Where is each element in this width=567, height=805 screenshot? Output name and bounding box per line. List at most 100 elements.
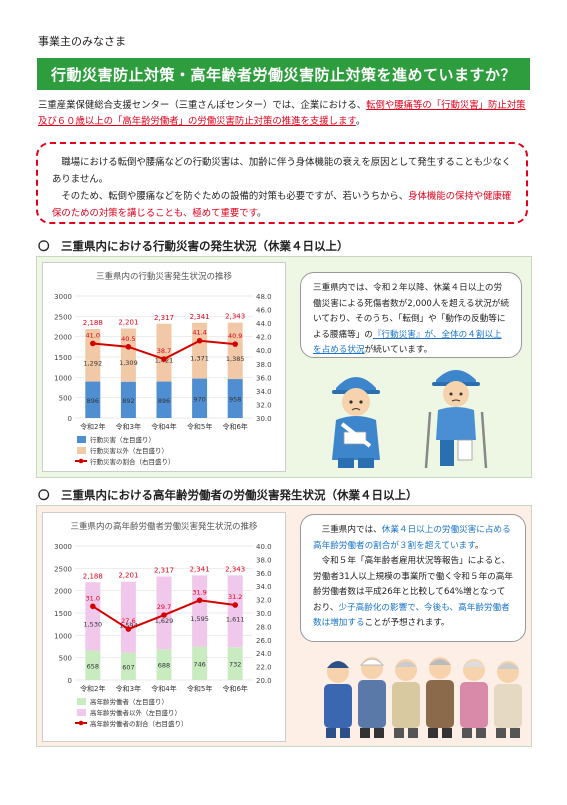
- chart-2: 三重県内の高年齢労働者労働災害発生状況の推移 0 500 1000 1500 2000 25…: [54, 521, 272, 728]
- y2-tick-label: 24.0: [256, 650, 272, 658]
- bar-upper-label: 1,371: [190, 355, 209, 363]
- bar-lower-label: 970: [193, 395, 205, 403]
- bar-lower: [227, 647, 243, 680]
- bar-lower-label: 732: [229, 661, 241, 669]
- legend-swatch: [77, 698, 86, 705]
- section-1-callout: 三重県内では、令和２年以降、休業４日以上の労働災害による死傷者数が2,000人を…: [300, 272, 522, 358]
- worker-crutches-figure: [424, 370, 488, 469]
- ratio-label: 41.0: [86, 331, 100, 339]
- ratio-point: [161, 356, 167, 362]
- y-tick-label: 2000: [54, 588, 72, 596]
- x-tick-label: 令和5年: [187, 422, 212, 431]
- bar-upper: [192, 575, 208, 647]
- bar-lower: [156, 649, 172, 680]
- bar-upper-label: 1,385: [226, 355, 245, 363]
- notice-emphasis: 身体機能の保持や健康確保のための対策を講じることも、極めて重要です: [52, 191, 512, 219]
- total-label: 2,188: [83, 572, 103, 580]
- bar-upper-label: 1,611: [226, 615, 245, 623]
- x-tick-label: 令和4年: [151, 422, 176, 431]
- y2-tick-label: 36.0: [256, 570, 272, 578]
- worker-group-figures: [324, 657, 522, 738]
- section-2-title: 〇 三重県内における高年齢労働者の労働災害発生状況（休業４日以上）: [38, 488, 418, 502]
- intro-emphasis: 転倒や腰痛等の「行動災害」防止対策及び６０歳以上の「高年齢労働者」の労働災害防止…: [38, 100, 526, 127]
- y-tick-label: 3000: [54, 293, 72, 301]
- ratio-label: 40.9: [228, 332, 242, 340]
- legend-swatch: [77, 709, 86, 716]
- ratio-label: 31.9: [192, 588, 206, 596]
- bar-lower: [192, 378, 208, 418]
- page-title-banner: 行動災害防止対策・高年齢者労働災害防止対策を進めていますか？: [37, 58, 530, 90]
- bar-lower-label: 892: [122, 397, 134, 405]
- ratio-point: [232, 341, 238, 347]
- y2-tick-label: 32.0: [256, 401, 272, 409]
- total-label: 2,188: [83, 319, 103, 327]
- bar-lower-label: 896: [87, 397, 99, 405]
- bar-upper-label: 1,530: [83, 620, 102, 628]
- y2-tick-label: 30.0: [256, 610, 272, 618]
- bar-lower-label: 896: [158, 397, 170, 405]
- chart-title: 三重県内の高年齢労働者労働災害発生状況の推移: [70, 521, 258, 532]
- legend-swatch: [77, 447, 86, 454]
- ratio-label: 31.2: [228, 593, 242, 601]
- y2-tick-label: 38.0: [256, 361, 272, 369]
- notice-box: 職場における転倒や腰痛などの行動災害は、加齢に伴う身体機能の衰えを原因として発生…: [36, 142, 528, 224]
- bar-upper: [156, 323, 172, 382]
- bar-lower: [120, 381, 136, 418]
- chart-1-box: 三重県内の行動災害発生状況の推移 0 500 1000 1500 2000 2500 3000…: [42, 262, 286, 472]
- ratio-label: 31.0: [86, 594, 100, 602]
- y-tick-label: 1000: [54, 374, 72, 382]
- chart-2-box: 三重県内の高年齢労働者労働災害発生状況の推移 0 500 1000 1500 2000 25…: [42, 512, 286, 742]
- total-label: 2,341: [190, 565, 210, 573]
- bar-upper: [227, 575, 243, 648]
- legend-swatch: [77, 436, 86, 443]
- x-tick-label: 令和5年: [187, 684, 212, 693]
- bar-upper-label: 1,594: [119, 621, 138, 629]
- legend-line-marker: [78, 458, 84, 464]
- y2-tick-label: 26.0: [256, 637, 272, 645]
- bar-lower-label: 658: [87, 662, 99, 670]
- bar-upper: [85, 329, 101, 382]
- y2-tick-label: 40.0: [256, 543, 272, 551]
- total-label: 2,317: [154, 567, 174, 575]
- bar-lower: [156, 381, 172, 418]
- legend-label: 行動災害（左目盛り）: [90, 435, 155, 444]
- notice-line-2: そのため、転倒や腰痛などを防ぐための設備的対策も必要ですが、若いうちから、身体機…: [52, 188, 512, 222]
- legend-label: 高年齢労働者（左目盛り）: [90, 697, 168, 706]
- y2-tick-label: 32.0: [256, 597, 272, 605]
- bar-upper-label: 1,629: [155, 617, 174, 625]
- y-tick-label: 0: [68, 677, 72, 685]
- bar-lower: [192, 646, 208, 680]
- y2-tick-label: 20.0: [256, 677, 272, 685]
- older-workers-illustration: [324, 657, 522, 738]
- callout-2-para-2: 令和５年「高年齢者雇用状況等報告」によると、労働者31人以上規模の事業所で働く令…: [313, 554, 513, 632]
- ratio-label: 38.7: [157, 347, 171, 355]
- x-tick-label: 令和4年: [151, 684, 176, 693]
- bar-lower-label: 746: [193, 660, 205, 668]
- legend-line-marker: [78, 720, 84, 726]
- page-title: 行動災害防止対策・高年齢者労働災害防止対策を進めていますか？: [50, 65, 516, 84]
- callout-2-mid: 。: [475, 540, 484, 551]
- bar-upper-label: 1,309: [119, 359, 138, 367]
- notice-text: そのため、転倒や腰痛などを防ぐための設備的対策も必要ですが、若いうちから、: [61, 191, 409, 202]
- callout-1-emphasis: 『行動災害』が、全体の４割以上を占める状況: [313, 329, 502, 356]
- total-label: 2,201: [118, 572, 138, 580]
- bar-lower: [85, 650, 101, 680]
- bar-lower-label: 607: [122, 663, 134, 671]
- ratio-point: [232, 602, 238, 608]
- y2-tick-label: 30.0: [256, 415, 272, 423]
- y2-tick-label: 28.0: [256, 623, 272, 631]
- y2-tick-label: 42.0: [256, 334, 272, 342]
- callout-2-para-1: 三重県内では、休業４日以上の労働災害に占める高年齢労働者の割合が３割を超えていま…: [313, 523, 513, 554]
- x-tick-label: 令和3年: [116, 684, 141, 693]
- total-label: 2,317: [154, 314, 174, 322]
- ratio-label: 41.4: [192, 329, 206, 337]
- y-tick-label: 0: [68, 415, 72, 423]
- bar-lower-label: 958: [229, 396, 241, 404]
- x-tick-label: 令和3年: [116, 422, 141, 431]
- y2-tick-label: 34.0: [256, 583, 272, 591]
- intro-text: 三重産業保健総合支援センター（三重さんぽセンター）では、企業における、: [38, 100, 367, 111]
- ratio-point: [90, 603, 96, 610]
- worker-arm-sling-figure: [332, 377, 380, 468]
- callout-2-emphasis: 休業４日以上の労働災害に占める高年齢労働者の割合が３割を超えています: [313, 525, 511, 551]
- x-tick-label: 令和6年: [222, 422, 247, 431]
